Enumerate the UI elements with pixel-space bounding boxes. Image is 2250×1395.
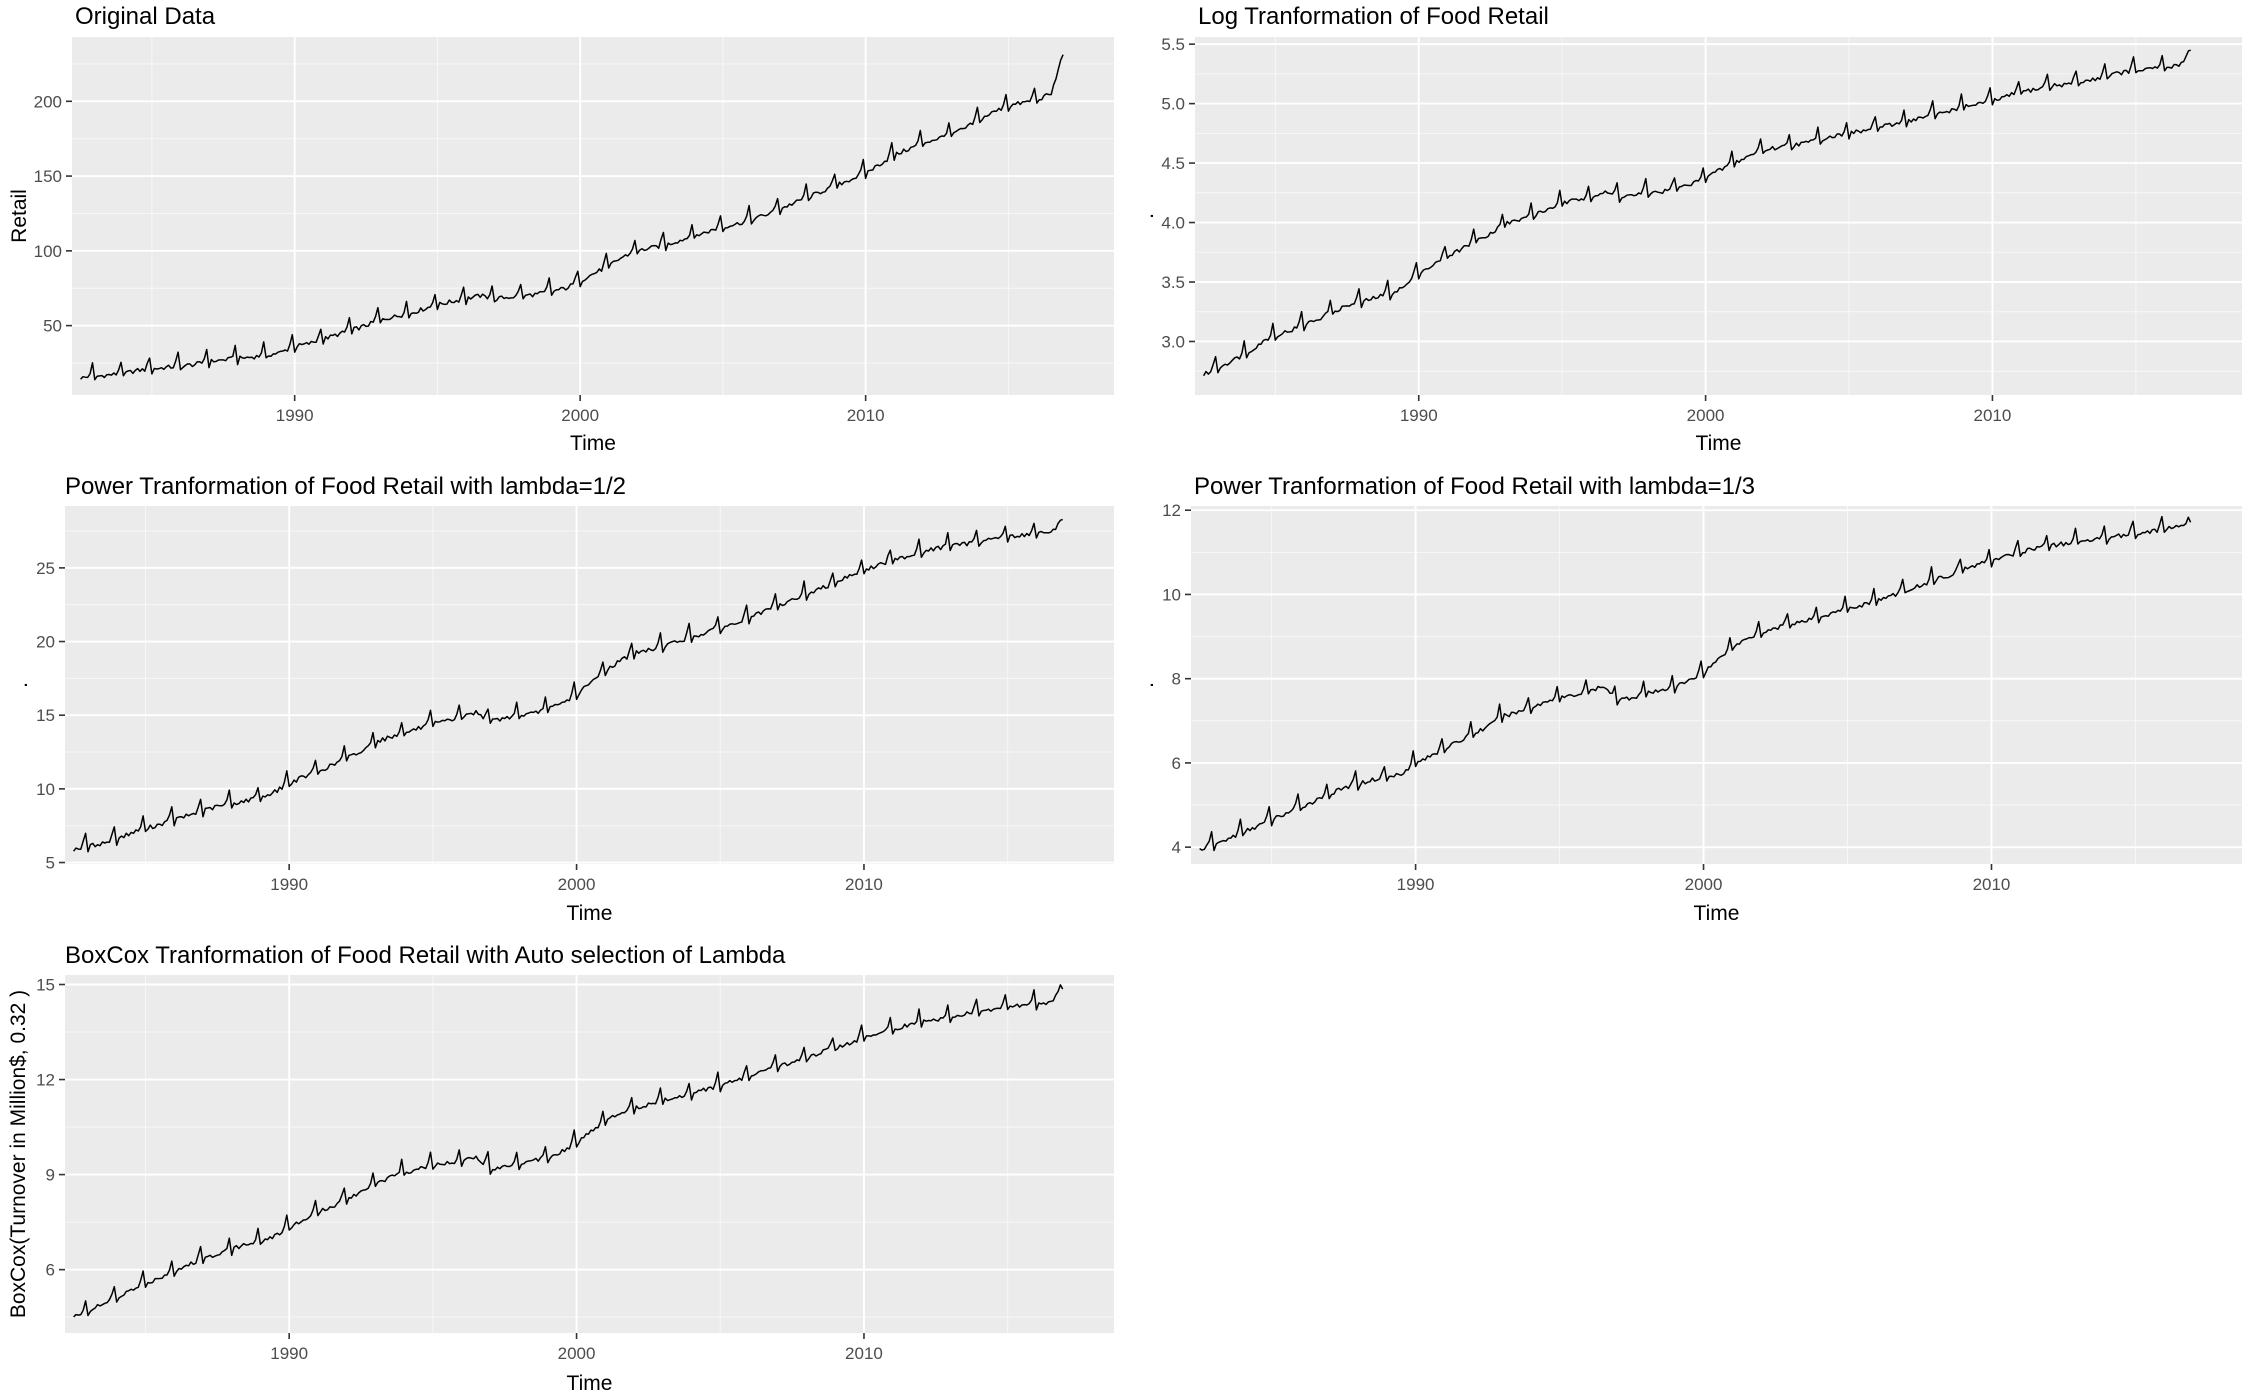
x-tick-label: 2000 [1687, 406, 1725, 425]
y-tick-label: 10 [36, 780, 55, 799]
plot-panel-background [65, 506, 1114, 864]
x-axis-title: Time [570, 432, 616, 455]
chart-panel-4: 1990 2000 2010 4 6 8 10 12 Power Tranformation o… [1135, 473, 2242, 925]
y-tick-label: 10 [1162, 585, 1181, 604]
x-axis-title: Time [567, 1372, 613, 1395]
x-tick-label: 2010 [847, 406, 885, 425]
x-tick-label: 1990 [270, 1344, 308, 1363]
y-axis-title: BoxCox(Turnover in Million$, 0.32 ) [7, 990, 30, 1318]
x-axis-title: Time [567, 902, 613, 925]
y-axis-title: Retail [8, 189, 31, 243]
y-tick-label: 50 [43, 317, 62, 336]
y-axis-title: . [1135, 213, 1158, 219]
chart-title: Original Data [75, 3, 216, 30]
chart-panel-3: 1990 2000 2010 5 10 15 20 25 Power Tranformation… [9, 473, 1114, 925]
y-tick-label: 150 [34, 167, 62, 186]
x-axis-title: Time [1696, 432, 1742, 455]
y-tick-label: 200 [34, 92, 62, 111]
x-axis-title: Time [1694, 902, 1740, 925]
y-tick-label: 15 [36, 976, 55, 995]
x-tick-label: 2010 [1973, 875, 2011, 894]
x-tick-label: 1990 [276, 406, 314, 425]
series-line [73, 984, 1064, 1318]
chart-panel-5: 1990 2000 2010 6 9 12 15 BoxCox Tranformation o… [7, 942, 1114, 1395]
y-tick-label: 8 [1172, 670, 1181, 689]
y-tick-label: 6 [46, 1261, 55, 1280]
y-axis-title: . [1135, 682, 1158, 688]
y-tick-label: 4.0 [1161, 214, 1185, 233]
x-tick-label: 2010 [845, 875, 883, 894]
x-tick-label: 1990 [1397, 875, 1435, 894]
y-tick-label: 5 [46, 854, 55, 873]
plot-panel-background [65, 975, 1114, 1333]
y-tick-label: 9 [46, 1166, 55, 1185]
series-line [1202, 49, 2191, 377]
y-tick-label: 5.5 [1161, 35, 1185, 54]
chart-panel-2: 1990 2000 2010 3.0 3.5 4.0 4.5 5.0 5.5 Log Tranfo… [1135, 3, 2242, 455]
chart-title: BoxCox Tranformation of Food Retail with… [65, 942, 786, 969]
series-line [1199, 515, 2192, 852]
y-tick-label: 3.5 [1161, 273, 1185, 292]
x-tick-label: 2000 [561, 406, 599, 425]
y-tick-label: 100 [34, 242, 62, 261]
chart-title: Log Tranformation of Food Retail [1198, 3, 1549, 30]
y-axis-title: . [9, 682, 32, 688]
y-tick-label: 12 [36, 1071, 55, 1090]
plot-panel-background [1191, 506, 2242, 864]
y-tick-label: 4 [1172, 838, 1181, 857]
x-tick-label: 2000 [1685, 875, 1723, 894]
plot-panel-background [72, 37, 1114, 395]
y-tick-label: 25 [36, 559, 55, 578]
chart-panel-1: 1990 2000 2010 50 100 150 200 Original Data Time… [8, 3, 1114, 455]
y-tick-label: 5.0 [1161, 95, 1185, 114]
plot-panel-background [1195, 37, 2242, 395]
x-tick-label: 2000 [558, 875, 596, 894]
chart-title: Power Tranformation of Food Retail with … [65, 473, 626, 500]
x-tick-label: 1990 [1400, 406, 1438, 425]
y-tick-label: 20 [36, 633, 55, 652]
y-tick-label: 6 [1172, 754, 1181, 773]
x-tick-label: 2010 [845, 1344, 883, 1363]
y-tick-label: 12 [1162, 501, 1181, 520]
x-tick-label: 1990 [270, 875, 308, 894]
x-tick-label: 2010 [1974, 406, 2012, 425]
x-tick-label: 2000 [558, 1344, 596, 1363]
chart-title: Power Tranformation of Food Retail with … [1194, 473, 1755, 500]
series-line [80, 54, 1064, 381]
y-tick-label: 15 [36, 706, 55, 725]
y-tick-label: 4.5 [1161, 154, 1185, 173]
series-line [73, 518, 1063, 853]
y-tick-label: 3.0 [1161, 332, 1185, 351]
